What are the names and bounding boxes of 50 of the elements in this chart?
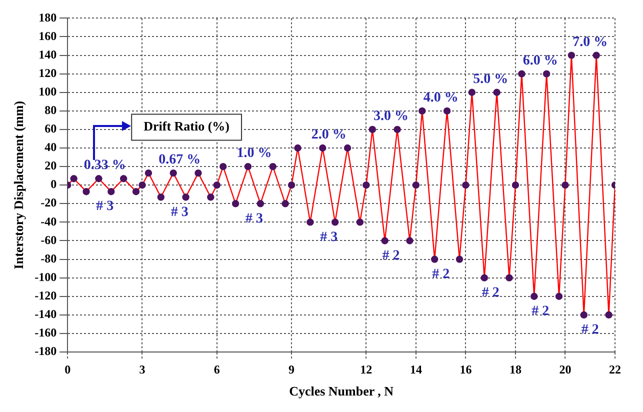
annotation: 3.0 % xyxy=(374,109,409,124)
y-tick-label: 20 xyxy=(44,158,57,173)
y-tick-label: -120 xyxy=(34,288,57,302)
x-tick-label: 9 xyxy=(288,362,295,376)
x-tick-label: 16 xyxy=(460,362,472,376)
y-tick-label: 80 xyxy=(44,103,57,118)
y-tick-label: 160 xyxy=(38,28,57,43)
y-tick-label: 40 xyxy=(44,140,57,154)
annotation: # 3 xyxy=(245,211,263,226)
y-tick-label: 180 xyxy=(38,10,57,24)
annotation: 7.0 % xyxy=(572,34,608,50)
annotation: # 2 xyxy=(532,304,550,319)
annotation: # 3 xyxy=(170,204,188,220)
annotation: 0.33 % xyxy=(84,158,126,174)
y-tick-label: 0 xyxy=(50,177,57,192)
annotation: # 2 xyxy=(382,248,400,264)
annotation: 6.0 % xyxy=(522,53,558,68)
x-tick-label: 3 xyxy=(139,362,146,376)
y-tick-label: -100 xyxy=(34,270,57,284)
y-tick-label: 60 xyxy=(44,122,57,136)
y-tick-label: 120 xyxy=(38,66,57,80)
annotation: 5.0 % xyxy=(473,72,508,87)
x-tick-label: 20 xyxy=(559,362,572,376)
y-tick-label: -180 xyxy=(34,344,57,358)
y-tick-label: -80 xyxy=(40,251,57,266)
y-tick-label: 140 xyxy=(38,47,57,62)
annotation: # 3 xyxy=(320,230,338,245)
x-axis-title: Cycles Number , N xyxy=(289,384,394,399)
annotation: 2.0 % xyxy=(311,128,346,143)
annotation: # 2 xyxy=(482,285,500,300)
x-tick-label: 22 xyxy=(609,362,621,376)
annotation: 1.0 % xyxy=(236,146,272,162)
x-tick-label: 18 xyxy=(509,362,522,376)
annotation: # 3 xyxy=(96,199,114,214)
y-tick-label: -160 xyxy=(34,326,57,340)
y-axis-title: Interstory Displacement (mm) xyxy=(11,100,26,270)
annotation: 4.0 % xyxy=(423,90,458,106)
x-tick-label: 14 xyxy=(410,362,422,376)
annotation: # 2 xyxy=(432,266,450,282)
annotation: Drift Ratio (%) xyxy=(144,118,230,134)
x-tick-label: 12 xyxy=(360,362,372,376)
y-tick-label: -20 xyxy=(40,196,57,210)
x-tick-label: 6 xyxy=(214,362,220,376)
annotation: # 2 xyxy=(581,322,599,338)
y-tick-label: -40 xyxy=(40,214,57,228)
annotation: 0.67 % xyxy=(158,152,201,168)
x-tick-label: 0 xyxy=(64,362,71,376)
y-tick-label: -60 xyxy=(40,232,57,247)
y-tick-label: -140 xyxy=(34,307,57,322)
y-tick-label: 100 xyxy=(38,84,57,98)
